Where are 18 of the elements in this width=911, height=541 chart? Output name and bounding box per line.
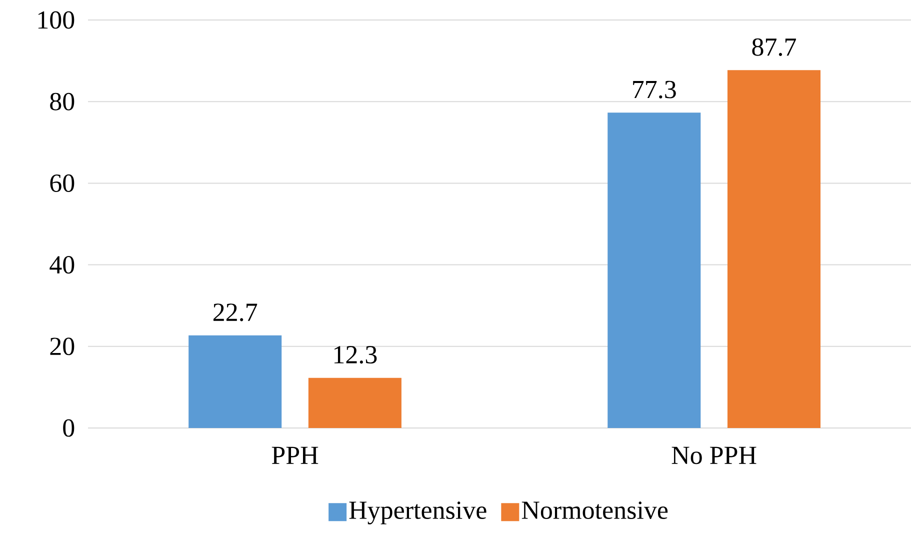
y-tick-label: 100	[38, 11, 74, 29]
x-tick-label: No PPH	[672, 446, 756, 464]
y-tick-label: 20	[50, 338, 74, 356]
data-label: 77.3	[633, 80, 676, 98]
y-tick-label: 40	[50, 256, 74, 274]
data-label: 12.3	[334, 346, 377, 364]
data-label: 87.7	[752, 38, 796, 56]
legend-label: Normotensive	[522, 502, 668, 520]
data-label: 22.7	[213, 304, 258, 322]
y-tick-label: 80	[50, 92, 74, 110]
bar	[608, 112, 701, 428]
y-tick-label: 0	[63, 419, 74, 437]
bar	[188, 335, 282, 428]
bar	[308, 378, 402, 428]
x-tick-label: PPH	[272, 446, 318, 464]
y-tick-label: 60	[50, 174, 74, 192]
legend-label: Hypertensive	[349, 502, 486, 524]
bar	[727, 70, 820, 428]
